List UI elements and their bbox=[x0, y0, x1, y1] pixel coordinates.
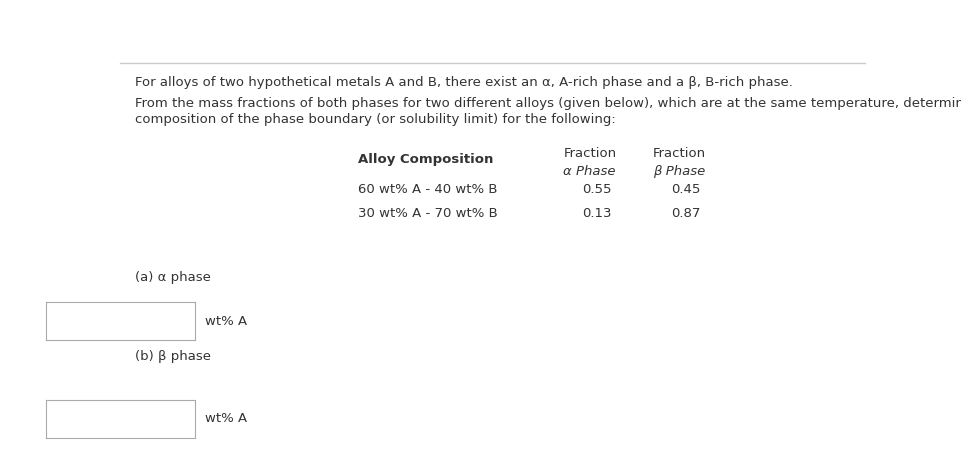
Text: Fraction: Fraction bbox=[563, 147, 616, 160]
Text: i: i bbox=[31, 412, 35, 426]
Text: 0.55: 0.55 bbox=[582, 183, 611, 196]
Text: wt% A: wt% A bbox=[205, 315, 247, 328]
Text: (b) β phase: (b) β phase bbox=[135, 350, 211, 363]
Text: Alloy Composition: Alloy Composition bbox=[358, 153, 494, 166]
Text: 0.45: 0.45 bbox=[672, 183, 701, 196]
Text: From the mass fractions of both phases for two different alloys (given below), w: From the mass fractions of both phases f… bbox=[135, 97, 961, 110]
Text: 0.87: 0.87 bbox=[672, 207, 701, 220]
Text: i: i bbox=[31, 314, 35, 328]
Text: wt% A: wt% A bbox=[205, 412, 247, 425]
Text: β Phase: β Phase bbox=[653, 165, 704, 178]
Text: Fraction: Fraction bbox=[653, 147, 705, 160]
Text: 0.13: 0.13 bbox=[582, 207, 611, 220]
Text: (a) α phase: (a) α phase bbox=[135, 271, 210, 284]
Text: 60 wt% A - 40 wt% B: 60 wt% A - 40 wt% B bbox=[358, 183, 498, 196]
Text: α Phase: α Phase bbox=[563, 165, 616, 178]
Text: composition of the phase boundary (or solubility limit) for the following:: composition of the phase boundary (or so… bbox=[135, 113, 616, 126]
Text: 30 wt% A - 70 wt% B: 30 wt% A - 70 wt% B bbox=[358, 207, 498, 220]
Text: For alloys of two hypothetical metals A and B, there exist an α, A-rich phase an: For alloys of two hypothetical metals A … bbox=[135, 75, 793, 89]
